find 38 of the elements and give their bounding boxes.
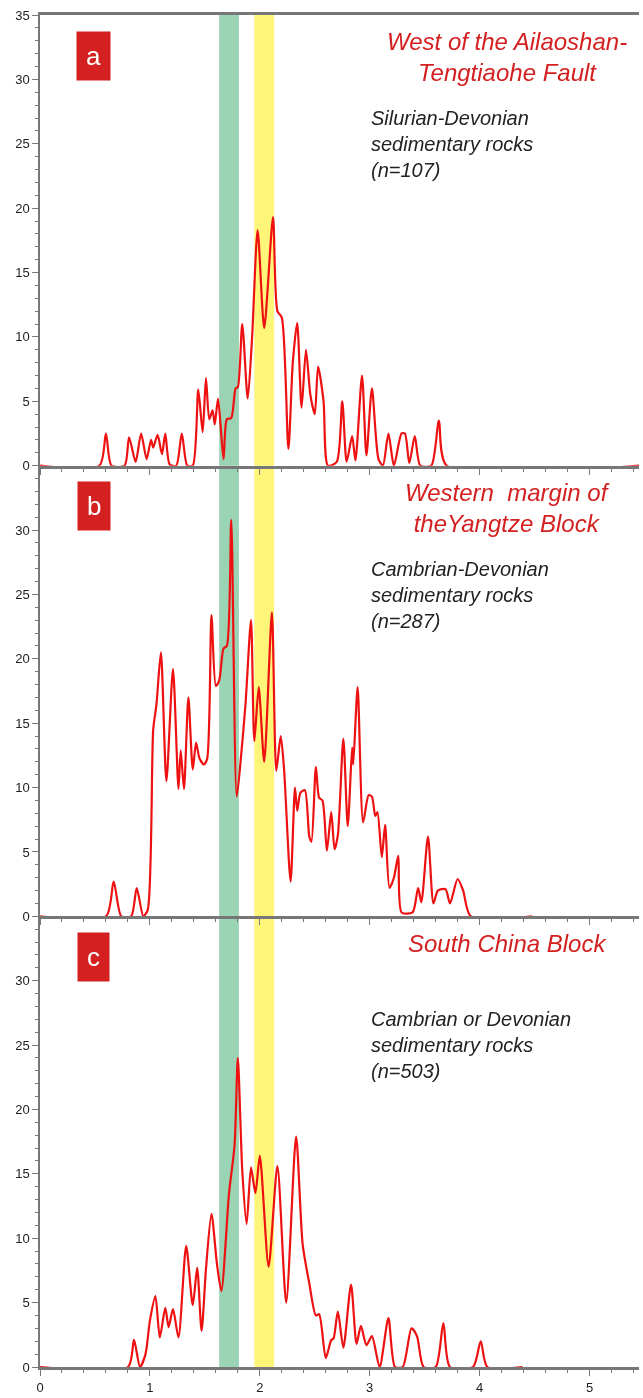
y-tick-label: 35 [15, 7, 30, 23]
y-tick-label: 10 [15, 1230, 30, 1246]
annotation: b [87, 491, 102, 521]
text: Cambrian or Devonian sedimentary rocks (n=503) [371, 1008, 572, 1082]
x-tick-label: 4 [476, 1379, 484, 1395]
y-tick-label: 25 [15, 586, 30, 602]
text: South China Block [408, 930, 608, 957]
y-tick-label: 25 [15, 136, 30, 152]
y-tick-label: 0 [22, 908, 30, 924]
text: Cambrian-Devonian sedimentary rocks (n=287) [371, 558, 549, 632]
y-tick-label: 10 [15, 780, 30, 796]
y-tick-label: 15 [15, 265, 30, 281]
y-tick-label: 5 [22, 844, 30, 860]
y-tick-label: 30 [15, 522, 30, 538]
annotation: c [87, 942, 100, 972]
text: Silurian-Devonian sedimentary rocks (n=107) [371, 107, 534, 181]
annotation: a [86, 41, 101, 71]
line-series [40, 1056, 524, 1367]
x-tick-label: 5 [585, 1379, 594, 1395]
y-tick-label: 15 [15, 1166, 30, 1182]
text: Western margin of theYangtze Block [405, 479, 610, 538]
y-tick-label: 5 [22, 393, 30, 409]
x-tick-label: 0 [36, 1379, 44, 1395]
y-tick-label: 20 [15, 651, 30, 667]
y-tick-label: 25 [15, 1037, 30, 1053]
x-tick-label: 3 [366, 1379, 374, 1395]
y-tick-label: 0 [22, 1359, 30, 1375]
y-tick-label: 20 [15, 200, 30, 216]
y-tick-label: 20 [15, 1102, 30, 1118]
y-tick-label: 15 [15, 715, 30, 731]
x-tick-label: 1 [146, 1379, 154, 1395]
y-tick-label: 10 [15, 329, 30, 345]
y-tick-label: 0 [22, 458, 30, 474]
y-tick-label: 5 [22, 1295, 30, 1311]
x-tick-label: 2 [256, 1379, 264, 1395]
y-tick-label: 30 [15, 71, 30, 87]
y-tick-label: 30 [15, 973, 30, 989]
text: West of the Ailaoshan- Tengtiaohe Fault [387, 28, 628, 87]
